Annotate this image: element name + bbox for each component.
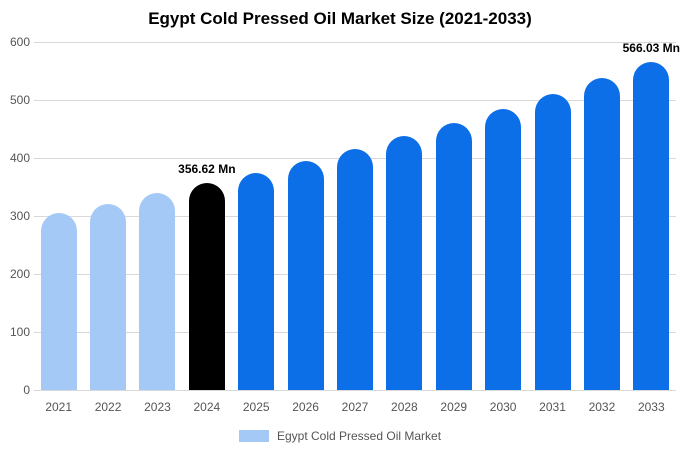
x-tick-label-2030: 2030 bbox=[489, 400, 517, 414]
x-tick-label-2024: 2024 bbox=[193, 400, 221, 414]
x-tick-label-2021: 2021 bbox=[45, 400, 73, 414]
x-tick-label-2029: 2029 bbox=[440, 400, 468, 414]
x-tick-label-2025: 2025 bbox=[242, 400, 270, 414]
y-tick-label-500: 500 bbox=[9, 93, 30, 107]
bar-2029 bbox=[435, 122, 472, 390]
bar-2030 bbox=[485, 108, 522, 390]
legend-swatch bbox=[238, 430, 269, 442]
x-tick-label-2031: 2031 bbox=[539, 400, 566, 414]
gridline-500 bbox=[34, 100, 676, 101]
x-tick-label-2032: 2032 bbox=[588, 400, 616, 414]
y-tick-label-0: 0 bbox=[23, 383, 30, 397]
legend-label: Egypt Cold Pressed Oil Market bbox=[276, 429, 442, 443]
x-tick-label-2027: 2027 bbox=[341, 400, 369, 414]
bar-2032 bbox=[583, 77, 620, 390]
x-tick-label-2028: 2028 bbox=[391, 400, 418, 414]
gridline-600 bbox=[34, 42, 676, 43]
bar-value-label-2024: 356.62 Mn bbox=[178, 162, 236, 177]
x-tick-label-2026: 2026 bbox=[292, 400, 319, 414]
y-tick-label-400: 400 bbox=[9, 151, 30, 165]
bar-2031 bbox=[534, 93, 571, 390]
bar-2024 bbox=[188, 183, 225, 390]
bar-2027 bbox=[337, 148, 373, 390]
bar-2033 bbox=[633, 61, 670, 390]
bar-2025 bbox=[238, 172, 275, 390]
chart-title: Egypt Cold Pressed Oil Market Size (2021… bbox=[148, 9, 532, 28]
y-tick-label-600: 600 bbox=[9, 35, 30, 49]
y-tick-label-100: 100 bbox=[9, 325, 30, 339]
x-tick-label-2033: 2033 bbox=[637, 400, 665, 414]
y-tick-label-200: 200 bbox=[9, 267, 30, 281]
legend: Egypt Cold Pressed Oil Market bbox=[0, 429, 680, 443]
gridline-0 bbox=[34, 390, 676, 391]
x-tick-label-2023: 2023 bbox=[144, 400, 171, 414]
bar-2026 bbox=[287, 160, 324, 390]
bar-2021 bbox=[40, 213, 77, 390]
x-tick-label-2022: 2022 bbox=[94, 400, 122, 414]
bar-2023 bbox=[139, 193, 176, 390]
bar-2022 bbox=[90, 203, 127, 390]
bar-value-label-2033: 566.03 Mn bbox=[622, 40, 680, 55]
bar-2028 bbox=[386, 135, 423, 390]
y-tick-label-300: 300 bbox=[9, 209, 30, 223]
